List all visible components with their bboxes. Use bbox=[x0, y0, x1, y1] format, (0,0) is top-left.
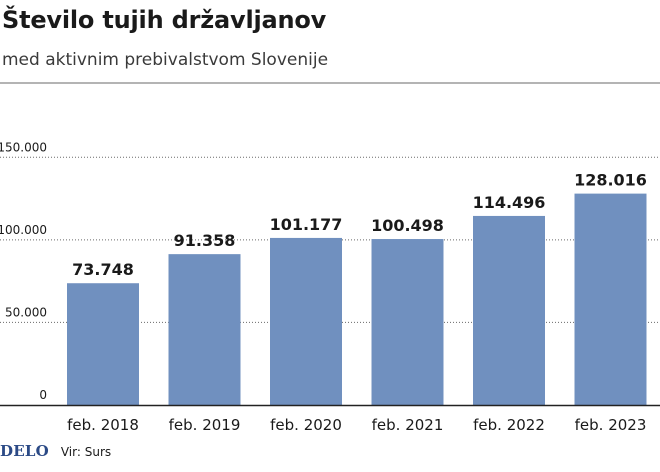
x-tick-label: feb. 2018 bbox=[67, 416, 139, 434]
chart-subtitle: med aktivnim prebivalstvom Slovenije bbox=[2, 50, 329, 70]
x-tick-label: feb. 2023 bbox=[575, 416, 647, 434]
footer: DELO Vir: Surs bbox=[0, 442, 111, 460]
chart-title: Število tujih državljanov bbox=[2, 6, 327, 34]
bar bbox=[574, 193, 647, 405]
y-tick-label: 0 bbox=[39, 388, 47, 402]
bar-value-label: 100.498 bbox=[371, 216, 444, 235]
y-tick-label: 100.000 bbox=[0, 223, 47, 237]
bar bbox=[473, 215, 545, 405]
bar-value-label: 114.496 bbox=[473, 193, 546, 212]
bar bbox=[168, 254, 241, 405]
source-note: Vir: Surs bbox=[60, 445, 112, 459]
bar-value-label: 101.177 bbox=[270, 215, 343, 234]
bar bbox=[270, 237, 342, 405]
x-tick-label: feb. 2020 bbox=[270, 416, 342, 434]
bar-value-label: 128.016 bbox=[574, 171, 647, 190]
bar bbox=[371, 239, 444, 405]
y-tick-label: 150.000 bbox=[0, 140, 47, 154]
bar-chart: 0 50.000 100.000 150.000 73.748 feb. 2018 91.3… bbox=[0, 82, 660, 434]
x-tick-label: feb. 2022 bbox=[473, 416, 545, 434]
x-tick-label: feb. 2019 bbox=[169, 416, 241, 434]
delo-logo: DELO bbox=[0, 442, 49, 460]
bar-value-label: 73.748 bbox=[72, 260, 134, 279]
bar-value-label: 91.358 bbox=[174, 231, 236, 250]
bar bbox=[67, 283, 139, 405]
y-tick-label: 50.000 bbox=[5, 305, 47, 319]
x-tick-label: feb. 2021 bbox=[372, 416, 444, 434]
